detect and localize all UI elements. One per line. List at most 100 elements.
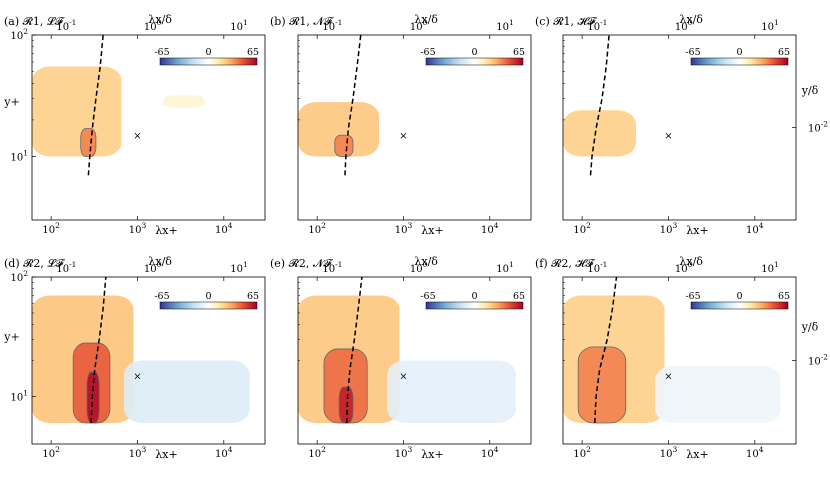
x-tick-label: 104 [481,221,499,236]
colorbar-tick: 0 [471,47,477,58]
panel-c-field [563,35,636,176]
x-axis-label: λx+ [686,224,708,237]
panel-c: × 102 103 104 10-1 100 101 (c) 𝓡1, 𝓗𝓕 λx+ λx/δ -65… [535,13,797,237]
contour-region [323,348,368,423]
top-tick-label: 100 [675,18,693,33]
colorbar-tick: 0 [205,47,211,58]
panel-title: (a) 𝓡1, 𝓛𝓕 [4,15,65,28]
colorbar-tick: 65 [778,47,790,58]
right-y-tick-label: 10-2 [808,120,828,135]
panel-f: × 102 103 104 10-1 100 101 (f) 𝓡2, 𝓗𝓕 λx+ λx/δ -65… [535,255,797,461]
dashed-line [594,277,618,424]
y-tick-label: 101 [10,388,28,403]
y-axis-label: y+ [3,95,19,108]
top-tick-label: 101 [761,18,779,33]
colorbar [425,301,524,310]
panel-title: (c) 𝓡1, 𝓗𝓕 [535,15,597,28]
marker-x: × [664,371,672,382]
top-axis-label: λx/δ [679,255,703,268]
x-tick-label: 103 [395,445,413,460]
y-tick-label: 101 [10,148,28,163]
x-tick-label: 102 [308,221,326,236]
contour-region [655,365,781,423]
x-axis-label: λx+ [155,448,177,461]
top-tick-label: 100 [144,18,162,33]
panel-e: × 102 103 104 10-1 100 101 (e) 𝓡2, 𝓝𝓕 λx+ λx/δ -65… [270,255,532,461]
marker-x: × [399,131,407,142]
contour-region [32,66,122,157]
x-tick-label: 102 [42,445,60,460]
panel-a-field [32,35,205,176]
right-y-axis-label: y/δ [801,320,819,333]
top-tick-label: 100 [675,260,693,275]
colorbar-tick: 65 [778,291,790,302]
contour-region [387,360,516,423]
contour-line [334,134,354,157]
contour-line [338,386,354,424]
top-tick-label: 100 [410,260,428,275]
top-axis-label: λx/δ [148,13,172,26]
marker-x: × [399,371,407,382]
top-tick-label: 101 [761,260,779,275]
top-tick-label: 101 [496,260,514,275]
x-axis-label: λx+ [421,448,443,461]
panel-e-field [298,277,516,424]
contour-region [124,360,250,423]
x-tick-label: 103 [660,445,678,460]
top-axis-label: λx/δ [679,13,703,26]
panel-b-field [298,35,379,176]
x-tick-label: 103 [660,221,678,236]
contour-line [577,346,627,424]
top-tick-label: 10-1 [322,260,342,275]
colorbar-tick: 65 [247,47,259,58]
x-tick-label: 102 [573,445,591,460]
contour-region [563,110,636,157]
top-tick-label: 101 [496,18,514,33]
axes-frame [31,34,266,221]
dashed-line [344,35,362,176]
right-y-tick-label: 10-2 [808,353,828,368]
panel-title: (d) 𝓡2, 𝓛𝓕 [4,257,65,270]
colorbar [159,301,258,310]
x-tick-label: 102 [573,221,591,236]
colorbar-tick: -65 [420,47,435,58]
contour-region [163,95,205,109]
colorbar-tick: 65 [513,47,525,58]
top-tick-label: 10-1 [587,18,607,33]
x-tick-label: 102 [42,221,60,236]
x-axis-label: λx+ [155,224,177,237]
top-axis-label: λx/δ [414,255,438,268]
top-tick-label: 10-1 [56,18,76,33]
colorbar-tick: -65 [685,47,700,58]
x-axis-label: λx+ [686,448,708,461]
top-tick-label: 10-1 [587,260,607,275]
panel-b: × 102 103 104 10-1 100 101 (b) 𝓡1, 𝓝𝓕 λx+ λx/δ -65… [270,13,532,237]
panel-title: (e) 𝓡2, 𝓝𝓕 [270,257,333,270]
colorbar [159,57,258,66]
dashed-line [87,35,104,176]
x-tick-label: 104 [215,445,233,460]
x-axis-label: λx+ [421,224,443,237]
contour-region [80,128,96,157]
colorbar-tick: -65 [420,291,435,302]
axes-frame [297,34,532,221]
colorbar [425,57,524,66]
x-tick-label: 102 [308,445,326,460]
top-tick-label: 101 [230,260,248,275]
colorbar-tick: 0 [736,291,742,302]
colorbar-tick: 0 [205,291,211,302]
colorbar-tick: 65 [513,291,525,302]
contour-region [578,346,626,423]
dashed-line [589,35,610,176]
y-axis-label: y+ [3,330,19,343]
top-tick-label: 10-1 [322,18,342,33]
x-tick-label: 104 [746,445,764,460]
y-tick-label: 102 [10,27,28,42]
colorbar [690,57,789,66]
right-y-axis-label: y/δ [801,84,819,97]
contour-line [80,128,97,157]
x-tick-label: 104 [746,221,764,236]
